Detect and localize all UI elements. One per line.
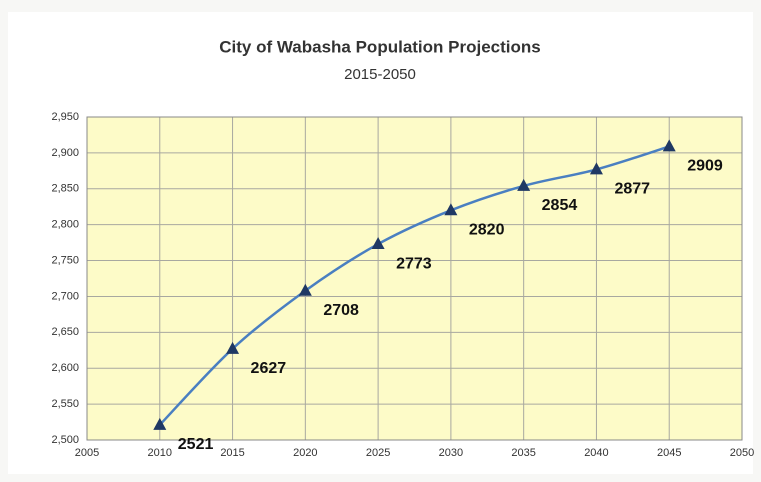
- data-label: 2773: [396, 255, 432, 272]
- x-tick-label: 2020: [293, 447, 317, 459]
- marker: [298, 283, 312, 296]
- x-tick-label: 2015: [220, 447, 244, 459]
- data-label: 2708: [323, 302, 359, 319]
- marker: [371, 237, 385, 250]
- x-tick-label: 2035: [511, 447, 535, 459]
- data-label: 2877: [614, 181, 650, 198]
- y-tick-label: 2,850: [51, 183, 79, 195]
- x-tick-label: 2005: [75, 447, 99, 459]
- data-label: 2820: [469, 222, 505, 239]
- y-tick-label: 2,500: [51, 434, 79, 446]
- marker: [517, 178, 531, 191]
- data-label: 2627: [251, 360, 287, 377]
- y-tick-label: 2,900: [51, 147, 79, 159]
- y-tick-label: 2,750: [51, 254, 79, 266]
- plot-area: [87, 117, 742, 440]
- x-tick-label: 2025: [366, 447, 390, 459]
- y-tick-label: 2,700: [51, 290, 79, 302]
- y-tick-label: 2,800: [51, 219, 79, 231]
- x-tick-label: 2050: [730, 447, 754, 459]
- x-tick-label: 2030: [439, 447, 463, 459]
- chart-title: City of Wabasha Population Projections: [219, 37, 540, 56]
- plot-border: [86, 116, 743, 441]
- marker: [153, 417, 167, 430]
- x-tick-label: 2010: [148, 447, 172, 459]
- data-label: 2521: [178, 436, 214, 453]
- marker: [226, 341, 240, 354]
- chart-subtitle: 2015-2050: [344, 66, 416, 83]
- y-tick-label: 2,950: [51, 111, 79, 123]
- data-label: 2909: [687, 158, 723, 175]
- marker: [662, 139, 676, 152]
- y-tick-label: 2,600: [51, 362, 79, 374]
- marker: [589, 162, 603, 175]
- x-tick-label: 2040: [584, 447, 608, 459]
- x-tick-label: 2045: [657, 447, 681, 459]
- y-tick-label: 2,650: [51, 326, 79, 338]
- data-label: 2854: [542, 197, 578, 214]
- marker: [444, 203, 458, 216]
- y-tick-label: 2,550: [51, 398, 79, 410]
